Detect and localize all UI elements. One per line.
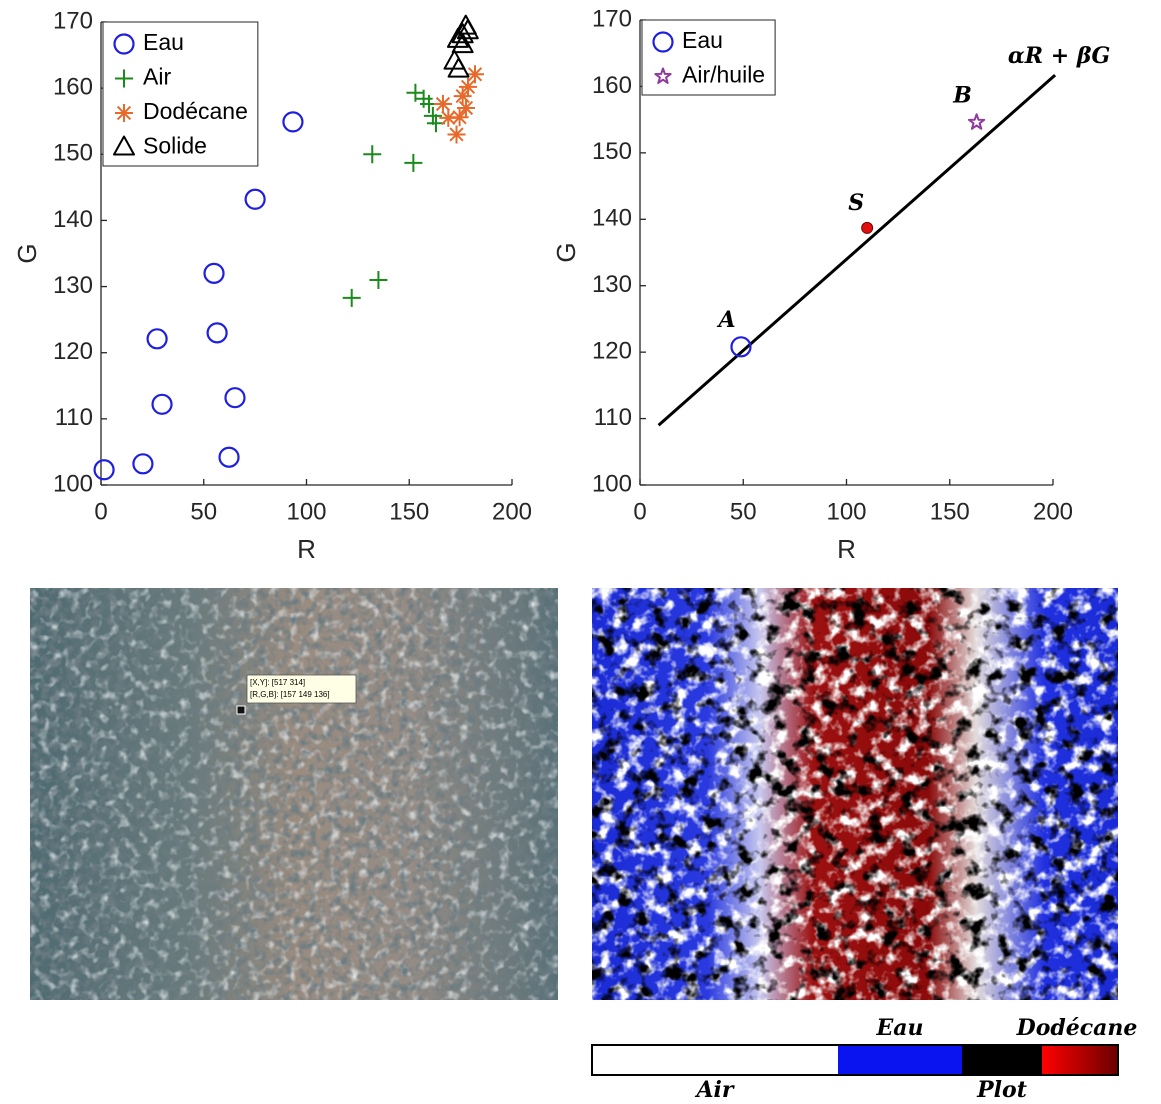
colorbar-segment (1042, 1045, 1118, 1075)
point (151, 393, 173, 415)
y-tick-label: 150 (592, 138, 632, 165)
x-tick-label: 0 (94, 498, 107, 525)
y-tick-label: 100 (592, 470, 632, 497)
x-axis-label: R (837, 534, 856, 564)
fit-line (657, 74, 1057, 427)
x-axis-label: R (297, 534, 316, 564)
x-tick-label: 200 (1033, 498, 1073, 525)
point (466, 65, 485, 84)
point (450, 108, 469, 127)
point-label: B (952, 82, 972, 108)
point (244, 188, 266, 210)
legend-marker (113, 135, 135, 156)
legend-marker (654, 67, 672, 84)
point (967, 113, 986, 130)
point-label: S (848, 190, 864, 216)
point (369, 270, 388, 289)
y-tick-label: 150 (53, 140, 93, 167)
point (146, 328, 168, 350)
legend-marker (115, 104, 133, 122)
y-tick-label: 160 (53, 73, 93, 100)
y-tick-label: 160 (592, 72, 632, 99)
line-label: αR + βG (1008, 43, 1110, 69)
x-tick-label: 150 (389, 498, 429, 525)
point (447, 57, 470, 78)
point (456, 98, 475, 117)
point (363, 145, 382, 164)
x-tick-label: 50 (190, 498, 217, 525)
x-tick-label: 0 (633, 498, 646, 525)
x-tick-label: 50 (730, 498, 757, 525)
y-tick-label: 120 (592, 337, 632, 364)
y-tick-label: 140 (592, 205, 632, 232)
legend-label: Dodécane (143, 98, 248, 124)
point (93, 459, 115, 481)
y-axis-label: G (12, 243, 42, 263)
point (861, 221, 874, 234)
colorbar-frame (591, 1044, 1119, 1076)
point (282, 111, 304, 133)
y-tick-label: 140 (53, 206, 93, 233)
point (447, 125, 466, 144)
legend: Eau Air/huile (641, 19, 776, 96)
y-tick-label: 170 (592, 5, 632, 32)
x-tick-label: 100 (286, 498, 326, 525)
legend: Eau Air Dodécane Solide (102, 21, 259, 167)
legend-marker (115, 69, 133, 88)
legend-box (102, 21, 259, 167)
legend-label: Air/huile (682, 62, 765, 88)
tooltip-line: [R,G,B]: [157 149 136] (250, 690, 330, 699)
x-tick-label: 200 (492, 498, 532, 525)
point (132, 453, 154, 475)
colorbar-label: Plot (976, 1077, 1027, 1103)
point (423, 106, 442, 125)
y-tick-label: 110 (55, 404, 93, 431)
legend-box (641, 19, 776, 96)
point (203, 262, 225, 284)
legend-marker (652, 31, 674, 53)
point-label: A (716, 307, 735, 333)
colorbar-label: Air (694, 1077, 734, 1103)
colorbar: Air Eau Plot Dodécane (591, 1015, 1138, 1103)
point (453, 87, 472, 106)
point (206, 322, 228, 344)
point (404, 153, 423, 172)
legend-label: Eau (682, 27, 723, 53)
colorbar-segment (838, 1045, 962, 1075)
legend-label: Solide (143, 133, 207, 159)
point (451, 33, 474, 54)
legend-label: Air (143, 64, 171, 90)
point (456, 19, 479, 40)
legend-label: Eau (143, 29, 184, 55)
colorbar-segment (592, 1045, 838, 1075)
point (433, 95, 452, 114)
y-tick-label: 110 (594, 404, 632, 431)
classified-image (592, 588, 1118, 1000)
point (459, 77, 478, 96)
y-tick-label: 130 (53, 272, 93, 299)
y-tick-label: 130 (592, 271, 632, 298)
point (439, 108, 458, 127)
point (224, 387, 246, 409)
point (218, 446, 240, 468)
tooltip-line: [X,Y]: [517 314] (250, 678, 305, 687)
y-tick-label: 170 (53, 7, 93, 34)
y-axis-label: G (551, 242, 581, 262)
point (342, 288, 361, 307)
y-tick-label: 120 (53, 338, 93, 365)
x-tick-label: 100 (826, 498, 866, 525)
colorbar-segment (962, 1045, 1042, 1075)
x-tick-label: 150 (930, 498, 970, 525)
y-tick-label: 100 (53, 470, 93, 497)
image-tooltip (246, 674, 357, 704)
photo-image: [X,Y]: [517 314] [R,G,B]: [157 149 136] (30, 588, 558, 1000)
point (730, 336, 752, 358)
colorbar-label: Dodécane (1016, 1015, 1138, 1041)
colorbar-label: Eau (875, 1015, 923, 1041)
legend-marker (113, 33, 135, 55)
